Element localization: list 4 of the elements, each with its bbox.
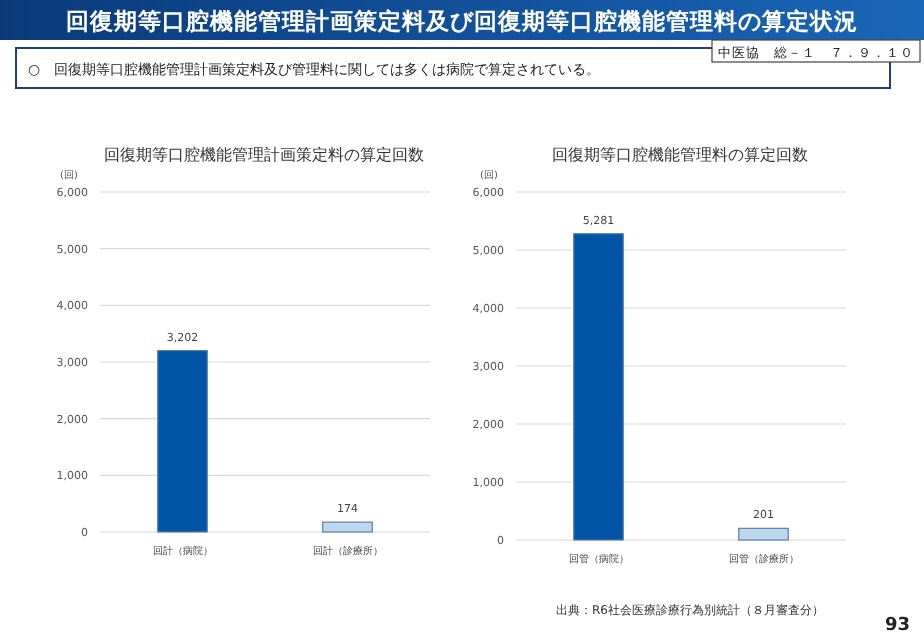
text: 93 xyxy=(884,616,910,636)
chart-title: 回復期等口腔機能管理料の算定回数 xyxy=(552,144,808,164)
chart-title: 回復期等口腔機能管理計画策定料の算定回数 xyxy=(104,144,424,164)
text: 回復期等口腔機能管理計画策定料及び回復期等口腔機能管理料の算定状況 xyxy=(66,7,858,35)
